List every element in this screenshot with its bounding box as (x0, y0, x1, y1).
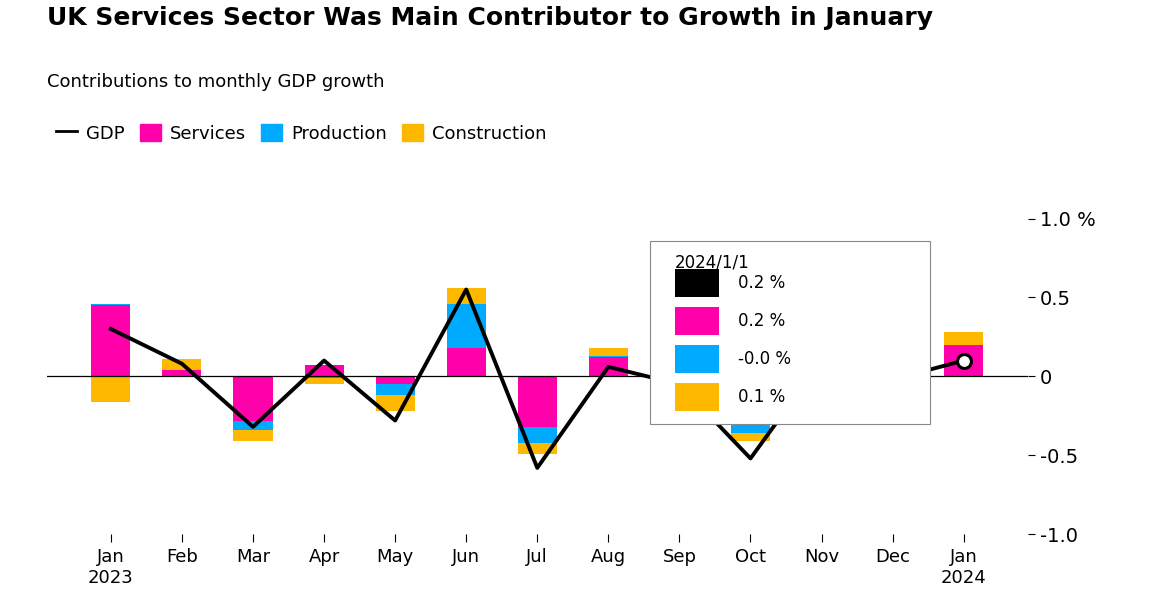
FancyBboxPatch shape (675, 307, 718, 335)
Text: -0.0 %: -0.0 % (738, 350, 792, 368)
Bar (517, 443, 557, 453)
Bar (874, 376, 912, 378)
Bar (91, 304, 131, 305)
Bar (944, 345, 983, 376)
Bar (376, 395, 415, 411)
Bar (802, 376, 841, 378)
Text: Contributions to monthly GDP growth: Contributions to monthly GDP growth (47, 73, 384, 91)
Text: 2024/1/1: 2024/1/1 (675, 253, 750, 271)
Bar (660, 386, 698, 389)
Bar (234, 376, 272, 421)
Text: 0.1 %: 0.1 % (738, 388, 786, 406)
Bar (660, 384, 698, 386)
Bar (91, 305, 131, 376)
Bar (234, 430, 272, 441)
Bar (731, 421, 770, 433)
FancyBboxPatch shape (675, 345, 718, 373)
Bar (660, 376, 698, 384)
Text: 0.2 %: 0.2 % (738, 274, 786, 292)
FancyBboxPatch shape (651, 240, 930, 424)
Bar (517, 427, 557, 443)
Bar (446, 304, 486, 348)
Bar (305, 378, 343, 384)
Bar (731, 433, 770, 441)
Bar (944, 376, 983, 377)
Bar (517, 376, 557, 427)
Text: 0.2 %: 0.2 % (738, 312, 786, 330)
FancyBboxPatch shape (675, 269, 718, 297)
Bar (874, 378, 912, 379)
FancyBboxPatch shape (675, 382, 718, 411)
Legend: GDP, Services, Production, Construction: GDP, Services, Production, Construction (56, 124, 547, 143)
Bar (162, 370, 201, 376)
Bar (305, 376, 343, 378)
Text: UK Services Sector Was Main Contributor to Growth in January: UK Services Sector Was Main Contributor … (47, 6, 933, 30)
Bar (446, 348, 486, 376)
Bar (589, 356, 628, 358)
Bar (234, 421, 272, 430)
Bar (446, 288, 486, 304)
Bar (376, 376, 415, 384)
Bar (589, 358, 628, 376)
Bar (874, 373, 912, 376)
Bar (376, 384, 415, 395)
Bar (802, 361, 841, 376)
Bar (91, 376, 131, 402)
Bar (305, 365, 343, 376)
Bar (162, 359, 201, 370)
Bar (731, 376, 770, 421)
Bar (944, 332, 983, 345)
Bar (589, 348, 628, 356)
